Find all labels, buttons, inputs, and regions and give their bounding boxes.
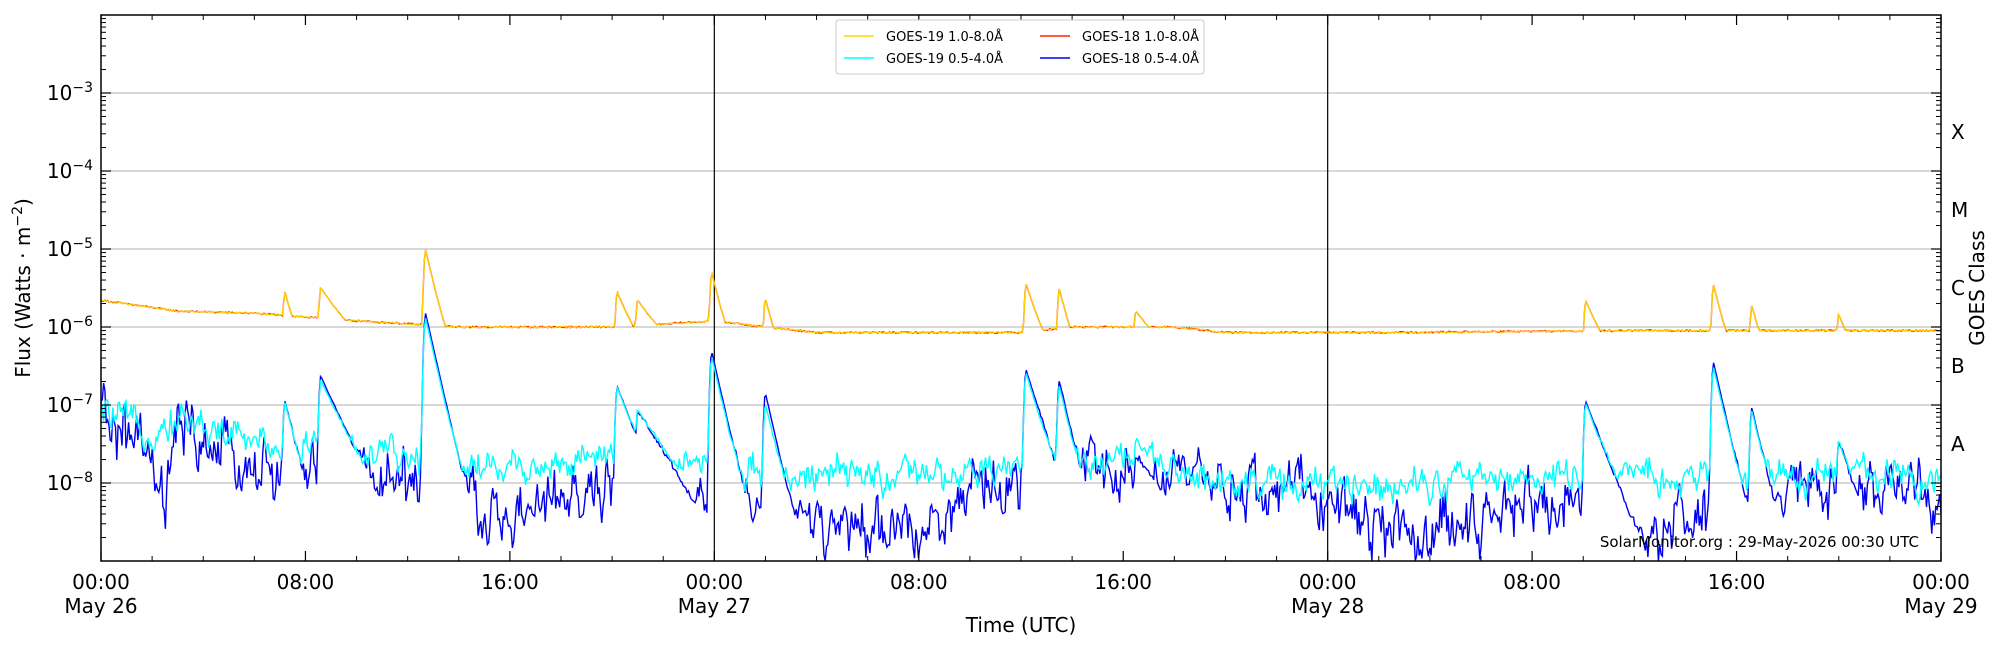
credit-text: SolarMonitor.org : 29-May-2026 00:30 UTC — [1600, 533, 1919, 551]
y-tick-exponent: −6 — [72, 314, 93, 330]
x-tick-time-label: 00:00 — [72, 570, 130, 594]
y-axis-title: Flux (Watts · m−2) — [10, 198, 35, 378]
x-tick-date-label: May 27 — [678, 594, 751, 618]
series-line — [100, 318, 1942, 507]
x-tick-date-label: May 29 — [1904, 594, 1977, 618]
y-tick-exponent: −8 — [72, 470, 93, 486]
goes-class-labels: A B C M X — [1951, 120, 1968, 456]
x-tick-date-label: May 28 — [1291, 594, 1364, 618]
legend-box — [835, 19, 1205, 75]
y-tick-label: 10−6 — [47, 314, 93, 339]
series-line — [100, 313, 1942, 562]
y-tick-label: 10−3 — [47, 80, 93, 105]
x-tick-time-label: 08:00 — [277, 570, 335, 594]
x-tick-time-label: 00:00 — [1299, 570, 1357, 594]
y-tick-exponent: −3 — [72, 80, 93, 96]
goes-class-label: A — [1951, 432, 1965, 456]
y-tick-base: 10 — [47, 315, 72, 339]
grid-lines — [101, 92, 1941, 484]
goes-class-label: C — [1951, 276, 1965, 300]
y-tick-base: 10 — [47, 393, 72, 417]
legend-label: GOES-18 0.5-4.0Å — [1082, 51, 1199, 67]
x-tick-date-label: May 26 — [64, 594, 137, 618]
y-axis-title-main: Flux (Watts · m — [11, 227, 35, 378]
y-axis-title-close: ) — [11, 198, 35, 206]
x-tick-time-label: 08:00 — [890, 570, 948, 594]
y-axis-title-exponent: −2 — [10, 206, 26, 227]
legend-label: GOES-18 1.0-8.0Å — [1082, 29, 1199, 45]
y-tick-base: 10 — [47, 81, 72, 105]
x-tick-time-label: 16:00 — [1094, 570, 1152, 594]
goes-class-label: B — [1951, 354, 1965, 378]
x-tick-time-label: 16:00 — [481, 570, 539, 594]
goes-class-label: M — [1951, 198, 1968, 222]
x-axis-title: Time (UTC) — [965, 613, 1077, 637]
goes-class-label: X — [1951, 120, 1965, 144]
y-tick-label: 10−8 — [47, 470, 93, 495]
y-tick-label: 10−7 — [47, 392, 93, 417]
right-axis-title: GOES Class — [1965, 230, 1989, 346]
series-layer — [100, 249, 1942, 562]
y-tick-label: 10−5 — [47, 236, 93, 261]
x-tick-time-label: 08:00 — [1503, 570, 1561, 594]
legend-label: GOES-19 1.0-8.0Å — [886, 29, 1003, 45]
series-line — [100, 249, 1942, 335]
y-tick-exponent: −7 — [72, 392, 93, 408]
y-tick-exponent: −4 — [72, 158, 93, 174]
x-tick-time-label: 00:00 — [1912, 570, 1970, 594]
y-tick-base: 10 — [47, 471, 72, 495]
legend: GOES-19 1.0-8.0Å GOES-19 0.5-4.0Å GOES-18 … — [835, 19, 1205, 75]
day-boundary-lines — [713, 15, 1329, 561]
legend-label: GOES-19 0.5-4.0Å — [886, 51, 1003, 67]
x-tick-time-label: 00:00 — [686, 570, 744, 594]
y-tick-base: 10 — [47, 237, 72, 261]
y-axis-ticks: 10−810−710−610−510−410−3 — [47, 18, 1941, 539]
y-tick-base: 10 — [47, 159, 72, 183]
y-tick-exponent: −5 — [72, 236, 93, 252]
x-tick-time-label: 16:00 — [1708, 570, 1766, 594]
y-tick-label: 10−4 — [47, 158, 93, 183]
